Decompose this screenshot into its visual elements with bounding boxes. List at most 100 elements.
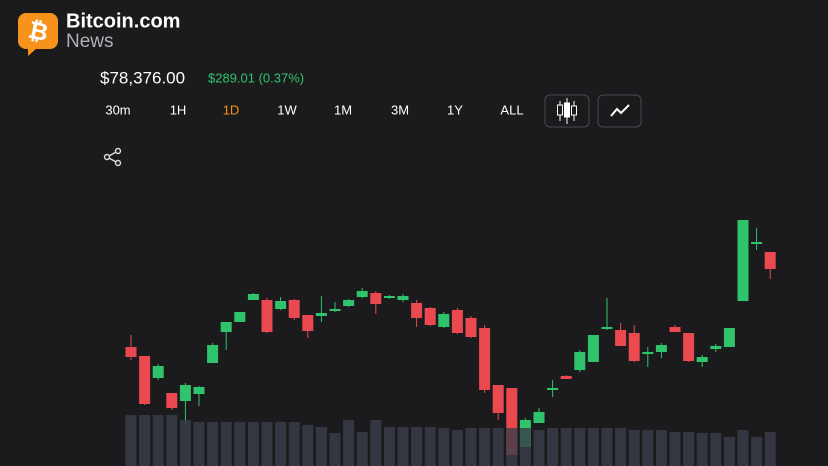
volume-bar: [193, 422, 205, 466]
candle-body: [451, 310, 463, 333]
chart: [125, 220, 776, 466]
volume-bar: [492, 428, 504, 466]
volume-bar: [397, 427, 409, 466]
candle-body: [288, 300, 300, 318]
candle-body: [234, 312, 246, 322]
volume-bar: [207, 422, 219, 466]
candle-body: [438, 314, 450, 327]
candle-body: [220, 322, 232, 332]
share-button[interactable]: [103, 147, 122, 167]
volume-bar: [234, 422, 246, 466]
volume-bar: [710, 433, 722, 466]
candle-body: [547, 388, 559, 390]
volume-bar: [751, 437, 763, 466]
volume-bar: [547, 428, 559, 466]
volume-bar: [642, 430, 654, 466]
candle-body: [655, 345, 667, 352]
price: $78,376.00: [100, 68, 185, 87]
volume-bar: [302, 425, 314, 466]
candle-body: [139, 356, 151, 404]
candle-body: [329, 309, 341, 311]
volume-bar: [615, 428, 627, 466]
candle-body: [615, 330, 627, 346]
candle-body: [642, 352, 654, 354]
button-frame: [544, 94, 590, 128]
logo-badge: [18, 13, 58, 56]
timeframe-button[interactable]: 3M: [391, 102, 409, 117]
candle-body: [764, 252, 776, 269]
candle-icon: [557, 104, 563, 116]
logo[interactable]: ₿: [18, 13, 58, 56]
candle-body: [628, 333, 640, 361]
candle-body: [465, 318, 477, 337]
volume-bar: [125, 415, 137, 466]
volume-bar: [669, 432, 681, 466]
volume-bar: [737, 430, 749, 466]
candle-body: [669, 327, 681, 332]
candle-view-button[interactable]: [544, 94, 590, 128]
candle-body: [710, 346, 722, 349]
volume-bar: [533, 430, 545, 466]
volume-bar: [343, 420, 355, 466]
candle-body: [370, 293, 382, 304]
button-frame: [597, 94, 642, 128]
candle-body: [152, 366, 164, 378]
candle-body: [315, 313, 327, 316]
volume-bar: [288, 422, 300, 466]
volume-bar: [764, 432, 776, 466]
candle-body: [125, 347, 137, 357]
candle-body: [560, 376, 572, 379]
volume-bar: [383, 427, 395, 466]
candle-body: [683, 333, 695, 361]
timeframe-button[interactable]: 1D: [223, 102, 240, 117]
volume-bar: [220, 422, 232, 466]
timeframe-button[interactable]: 1W: [277, 102, 297, 117]
volume-bar: [655, 430, 667, 466]
volume-bar: [411, 427, 423, 466]
brand: Bitcoin.com: [66, 10, 180, 32]
timeframe-button[interactable]: ALL: [500, 102, 523, 117]
volume-bar: [139, 415, 151, 466]
volume-bar: [465, 428, 477, 466]
volume-bar: [723, 437, 735, 466]
candle-body: [492, 385, 504, 413]
volume-bar: [152, 415, 164, 466]
candle-body: [696, 357, 708, 362]
volume-bar: [506, 428, 518, 466]
volume-bar: [479, 428, 491, 466]
candle-body: [247, 294, 259, 300]
volume-bar: [315, 427, 327, 466]
volume-bar: [683, 432, 695, 466]
candle-body: [574, 352, 586, 370]
candle-body: [207, 345, 219, 363]
line-view-button[interactable]: [597, 94, 642, 128]
candle-body: [179, 385, 191, 401]
candle-body: [343, 300, 355, 306]
candle-body: [356, 291, 368, 297]
volume-bar: [587, 428, 599, 466]
candle-body: [751, 242, 763, 244]
candle-body: [411, 303, 423, 318]
timeframe-button[interactable]: 1M: [334, 102, 352, 117]
candle-body: [737, 220, 749, 301]
volume-bar: [370, 420, 382, 466]
volume-bar: [696, 433, 708, 466]
line-icon: [610, 104, 630, 117]
candle-body: [533, 412, 545, 423]
volume-bar: [179, 420, 191, 466]
volume-bar: [628, 430, 640, 466]
candle-body: [261, 300, 273, 332]
candle-body: [587, 335, 599, 362]
volume-bar: [356, 432, 368, 466]
volume-bar: [261, 422, 273, 466]
volume-bar: [438, 428, 450, 466]
timeframe-button[interactable]: 1Y: [447, 102, 463, 117]
volume-bar: [275, 422, 287, 466]
candle-body: [397, 296, 409, 300]
share-icon: [114, 159, 122, 167]
timeframe-button[interactable]: 1H: [170, 102, 187, 117]
timeframe-button[interactable]: 30m: [105, 102, 130, 117]
candle-body: [723, 328, 735, 347]
